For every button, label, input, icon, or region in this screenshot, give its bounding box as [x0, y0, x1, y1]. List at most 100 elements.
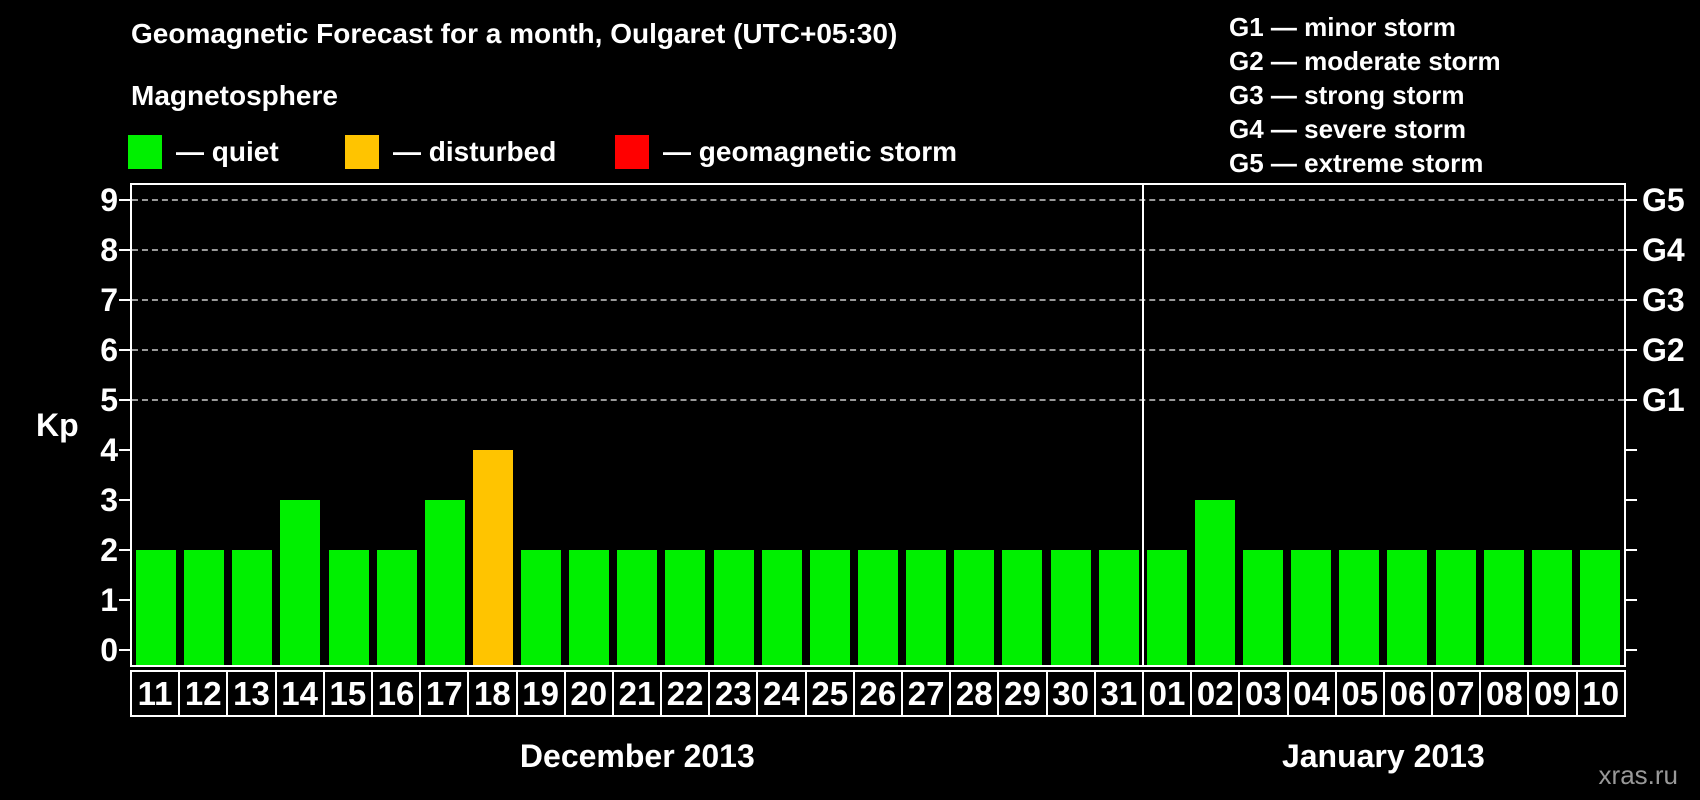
- gridline-kp7: [132, 299, 1624, 301]
- day-label-13: 13: [226, 670, 277, 717]
- kp-bar-11: [136, 550, 177, 665]
- kp-bar-19: [521, 550, 562, 665]
- legend-swatch-storm: [615, 135, 649, 169]
- legend-swatch-disturbed: [345, 135, 379, 169]
- kp-bar-07: [1435, 550, 1476, 665]
- month-separator: [1141, 185, 1144, 665]
- day-label-12: 12: [178, 670, 229, 717]
- day-label-24: 24: [756, 670, 807, 717]
- ytick-label-3: 3: [100, 482, 118, 518]
- day-label-27: 27: [901, 670, 952, 717]
- ytick-label-0: 0: [100, 632, 118, 668]
- day-label-14: 14: [274, 670, 325, 717]
- ytick-label-9: 9: [100, 182, 118, 218]
- kp-bar-25: [809, 550, 850, 665]
- kp-bar-24: [761, 550, 802, 665]
- right-tick-4: [1626, 449, 1637, 451]
- ytick-label-4: 4: [100, 432, 118, 468]
- g-legend-line-1: G1 — minor storm: [1229, 12, 1456, 42]
- ytick-label-2: 2: [100, 532, 118, 568]
- kp-bar-12: [184, 550, 225, 665]
- day-label-23: 23: [708, 670, 759, 717]
- day-label-07: 07: [1431, 670, 1482, 717]
- day-label-30: 30: [1045, 670, 1096, 717]
- plot-area: [130, 183, 1626, 667]
- g-legend-line-4: G4 — severe storm: [1229, 114, 1467, 144]
- day-label-11: 11: [130, 670, 181, 717]
- gridline-kp6: [132, 349, 1624, 351]
- right-tick-3: [1626, 499, 1637, 501]
- day-label-06: 06: [1382, 670, 1434, 717]
- day-label-15: 15: [322, 670, 373, 717]
- left-tick-7: [119, 299, 130, 301]
- kp-bar-10: [1579, 550, 1620, 665]
- kp-bar-05: [1339, 550, 1380, 665]
- day-label-01: 01: [1141, 670, 1193, 717]
- day-label-18: 18: [467, 670, 518, 717]
- left-tick-0: [119, 649, 130, 651]
- gridline-kp5: [132, 399, 1624, 401]
- kp-bar-04: [1291, 550, 1332, 665]
- kp-bar-28: [954, 550, 995, 665]
- legend-swatch-quiet: [128, 135, 162, 169]
- day-label-20: 20: [563, 670, 614, 717]
- left-tick-3: [119, 499, 130, 501]
- day-label-19: 19: [515, 670, 566, 717]
- legend-label-storm: — geomagnetic storm: [663, 136, 958, 167]
- kp-bar-29: [1002, 550, 1043, 665]
- day-label-04: 04: [1286, 670, 1337, 717]
- day-label-09: 09: [1527, 670, 1578, 717]
- chart-title: Geomagnetic Forecast for a month, Oulgar…: [131, 18, 898, 49]
- status-legend: — quiet — disturbed — geomagnetic storm: [0, 128, 1100, 176]
- month-label-1: January 2013: [1281, 738, 1485, 774]
- kp-bar-21: [617, 550, 658, 665]
- day-axis-row: 11 12 13 14 15 16 17 18 19 20 21 22 23 24 25 26 27 28 29 30…: [130, 670, 1626, 717]
- legend-item-disturbed: — disturbed: [345, 128, 556, 176]
- kp-bar-30: [1050, 550, 1091, 665]
- legend-label-disturbed: — disturbed: [393, 136, 557, 167]
- legend-label-quiet: — quiet: [176, 136, 279, 167]
- right-tick-5: [1626, 399, 1637, 401]
- right-tick-2: [1626, 549, 1637, 551]
- right-axis-label-G3: G3: [1642, 282, 1685, 318]
- kp-bar-23: [713, 550, 754, 665]
- day-label-31: 31: [1093, 670, 1144, 717]
- left-tick-2: [119, 549, 130, 551]
- right-axis-label-G4: G4: [1642, 232, 1685, 268]
- right-tick-8: [1626, 249, 1637, 251]
- gridline-kp9: [132, 199, 1624, 201]
- right-axis-label-G5: G5: [1642, 182, 1685, 218]
- day-label-16: 16: [370, 670, 422, 717]
- g-legend-line-3: G3 — strong storm: [1229, 80, 1465, 110]
- legend-item-quiet: — quiet: [128, 128, 279, 176]
- left-tick-6: [119, 349, 130, 351]
- left-tick-9: [119, 199, 130, 201]
- kp-bar-08: [1483, 550, 1524, 665]
- watermark: xras.ru: [1598, 760, 1678, 790]
- kp-bar-06: [1387, 550, 1428, 665]
- left-tick-5: [119, 399, 130, 401]
- kp-bar-18: [472, 450, 513, 665]
- kp-bar-15: [328, 550, 369, 665]
- chart-subtitle: Magnetosphere: [131, 80, 338, 111]
- day-label-25: 25: [804, 670, 855, 717]
- ytick-label-1: 1: [100, 582, 118, 618]
- kp-bar-20: [569, 550, 610, 665]
- g-legend-line-2: G2 — moderate storm: [1229, 46, 1501, 76]
- ytick-label-8: 8: [100, 232, 118, 268]
- right-tick-6: [1626, 349, 1637, 351]
- kp-bar-22: [665, 550, 706, 665]
- g-scale-legend: G1 — minor storm G2 — moderate storm G3 — …: [1229, 10, 1501, 180]
- day-label-03: 03: [1238, 670, 1289, 717]
- day-label-10: 10: [1575, 670, 1626, 717]
- right-tick-7: [1626, 299, 1637, 301]
- right-tick-9: [1626, 199, 1637, 201]
- kp-bar-03: [1243, 550, 1284, 665]
- kp-bar-17: [424, 500, 465, 665]
- ytick-label-5: 5: [100, 382, 118, 418]
- right-tick-0: [1626, 649, 1637, 651]
- day-label-28: 28: [949, 670, 1000, 717]
- day-label-17: 17: [419, 670, 470, 717]
- right-axis-label-G1: G1: [1642, 382, 1685, 418]
